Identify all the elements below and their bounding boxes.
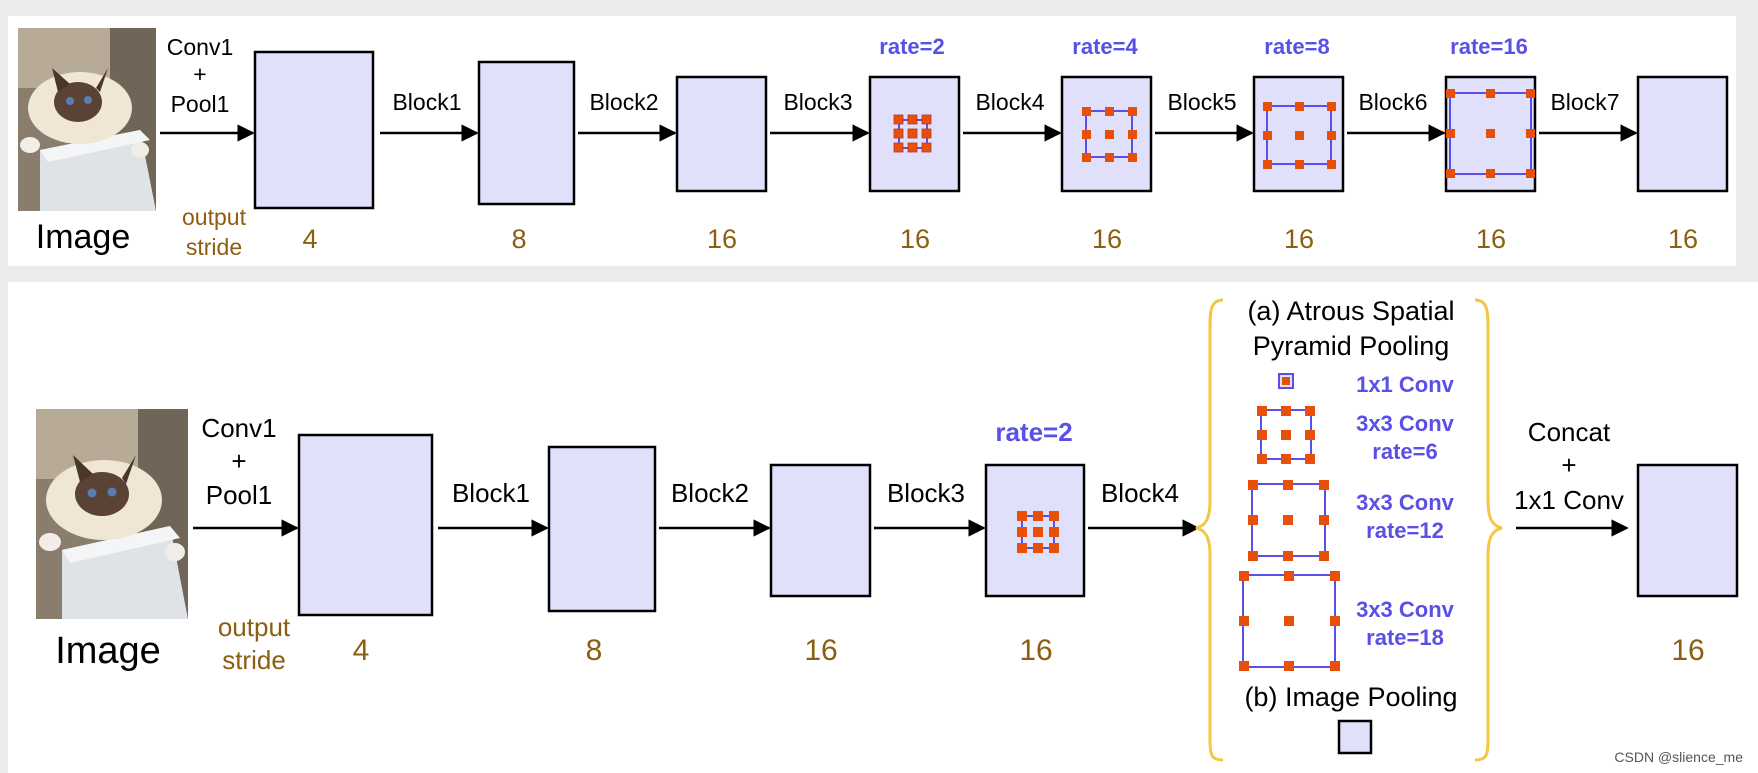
stride-value: 16 (1019, 634, 1052, 667)
image-label: Image (55, 630, 161, 672)
kernel-3x3-rate-6 (1257, 406, 1315, 464)
aspp-conv-label: 3x3 Conv (1356, 490, 1455, 515)
feature-map-box (547, 445, 657, 613)
feature-map-box (769, 463, 872, 598)
right-brace (1474, 298, 1503, 762)
output-label: output (218, 612, 291, 642)
rate-label: rate=8 (1264, 34, 1329, 59)
stride-value: 16 (707, 224, 737, 254)
output-label: output (182, 204, 247, 230)
kernel-grid-rate-2 (1017, 511, 1059, 553)
plus-label: + (1561, 450, 1576, 480)
stride-value: 16 (1476, 224, 1506, 254)
image-label: Image (36, 218, 131, 256)
feature-map-box (477, 60, 576, 206)
feature-map-box (297, 433, 434, 617)
stride-label: stride (186, 234, 242, 260)
aspp-conv-label: 3x3 Conv (1356, 411, 1455, 436)
rate-label: rate=2 (995, 417, 1072, 447)
cat-photo-bottom (36, 409, 188, 619)
image-pooling-label: (b) Image Pooling (1244, 682, 1457, 712)
concat-label: Concat (1528, 417, 1611, 447)
stride-value: 4 (302, 224, 317, 254)
conv1-label: Conv1 (201, 413, 276, 443)
watermark: CSDN @slience_me (1614, 749, 1743, 765)
plus-label: + (193, 61, 206, 87)
feature-map-box (1636, 463, 1739, 598)
aspp-conv-label: 3x3 Conv (1356, 597, 1455, 622)
aspp-rate-label: rate=12 (1366, 518, 1444, 543)
feature-map-box (675, 75, 768, 193)
cat-photo-top (18, 28, 156, 211)
kernel-3x3-rate-12 (1248, 480, 1329, 561)
stride-value: 8 (511, 224, 526, 254)
aspp-rate-label: rate=6 (1372, 439, 1437, 464)
stride-value: 16 (804, 634, 837, 667)
block-label: Block4 (975, 89, 1044, 115)
block-label: Block7 (1550, 89, 1619, 115)
aspp-rate-label: rate=18 (1366, 625, 1444, 650)
pool1-label: Pool1 (171, 91, 230, 117)
block-label: Block1 (392, 89, 461, 115)
feature-map-box (1636, 75, 1729, 193)
kernel-grid-rate-4 (1082, 107, 1137, 162)
stride-value: 16 (1671, 634, 1704, 667)
left-brace (1195, 298, 1224, 762)
stride-value: 8 (586, 634, 603, 667)
block-label: Block3 (887, 478, 965, 508)
aspp-title: (a) Atrous Spatial (1247, 296, 1454, 326)
kernel-3x3-rate-18 (1239, 571, 1340, 671)
kernel-grid-rate-2 (893, 114, 932, 153)
pool1-label: Pool1 (206, 480, 273, 510)
block-label: Block1 (452, 478, 530, 508)
block-label: Block5 (1167, 89, 1236, 115)
kernel-1x1 (1278, 373, 1294, 389)
stride-value: 16 (900, 224, 930, 254)
aspp-title: Pyramid Pooling (1253, 331, 1450, 361)
kernel-grid-rate-8 (1263, 102, 1336, 169)
stride-value: 4 (353, 634, 370, 667)
stride-value: 16 (1284, 224, 1314, 254)
kernel-grid-rate-16 (1446, 89, 1535, 178)
block-label: Block2 (671, 478, 749, 508)
rate-label: rate=16 (1450, 34, 1528, 59)
plus-label: + (231, 446, 246, 476)
stride-value: 16 (1092, 224, 1122, 254)
block-label: Block2 (589, 89, 658, 115)
block-label: Block6 (1358, 89, 1427, 115)
conv1x1-label: 1x1 Conv (1514, 485, 1624, 515)
aspp-conv-label: 1x1 Conv (1356, 372, 1455, 397)
conv1-label: Conv1 (167, 34, 233, 60)
rate-label: rate=4 (1072, 34, 1138, 59)
stride-value: 16 (1668, 224, 1698, 254)
stride-label: stride (222, 645, 286, 675)
image-pooling-box (1337, 719, 1373, 755)
rate-label: rate=2 (879, 34, 944, 59)
feature-map-box (253, 50, 375, 210)
block-label: Block3 (783, 89, 852, 115)
block-label: Block4 (1101, 478, 1179, 508)
